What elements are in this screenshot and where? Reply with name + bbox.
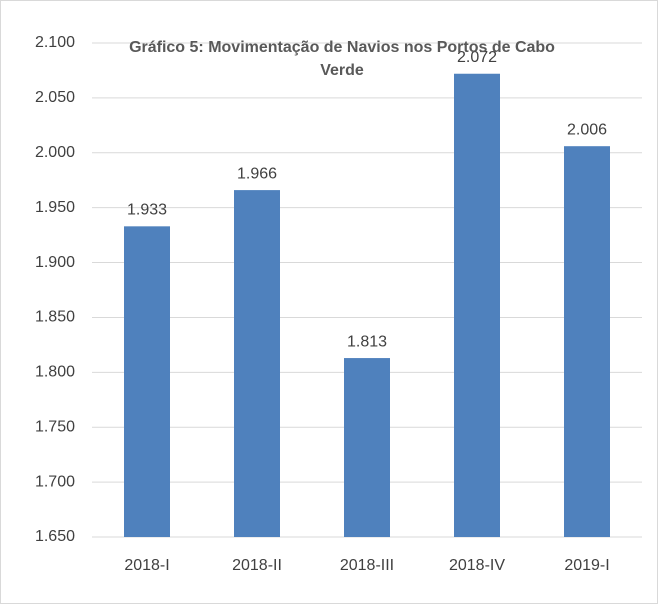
y-tick-label: 1.850 <box>35 309 75 326</box>
x-tick-label: 2018-II <box>232 557 282 574</box>
x-tick-label: 2018-I <box>124 557 169 574</box>
y-tick-label: 2.000 <box>35 144 75 161</box>
x-tick-label: 2019-I <box>564 557 609 574</box>
bar <box>564 146 610 538</box>
bar <box>234 190 280 537</box>
x-tick-label: 2018-IV <box>449 557 505 574</box>
y-tick-label: 1.900 <box>35 254 75 271</box>
y-tick-label: 2.100 <box>35 34 75 51</box>
data-label: 2.072 <box>457 49 497 66</box>
bar <box>344 358 390 537</box>
bar <box>124 226 170 537</box>
data-label: 2.006 <box>567 121 607 138</box>
data-label: 1.813 <box>347 333 387 350</box>
y-tick-label: 1.700 <box>35 473 75 490</box>
y-tick-label: 1.750 <box>35 418 75 435</box>
y-tick-label: 2.050 <box>35 89 75 106</box>
chart-title: Gráfico 5: Movimentação de Navios nos Po… <box>129 39 555 79</box>
data-label: 1.966 <box>237 165 277 182</box>
y-tick-label: 1.950 <box>35 199 75 216</box>
y-tick-label: 1.650 <box>35 528 75 545</box>
y-tick-label: 1.800 <box>35 364 75 381</box>
bar <box>454 73 500 537</box>
x-tick-label: 2018-III <box>340 557 394 574</box>
data-label: 1.933 <box>127 202 167 219</box>
